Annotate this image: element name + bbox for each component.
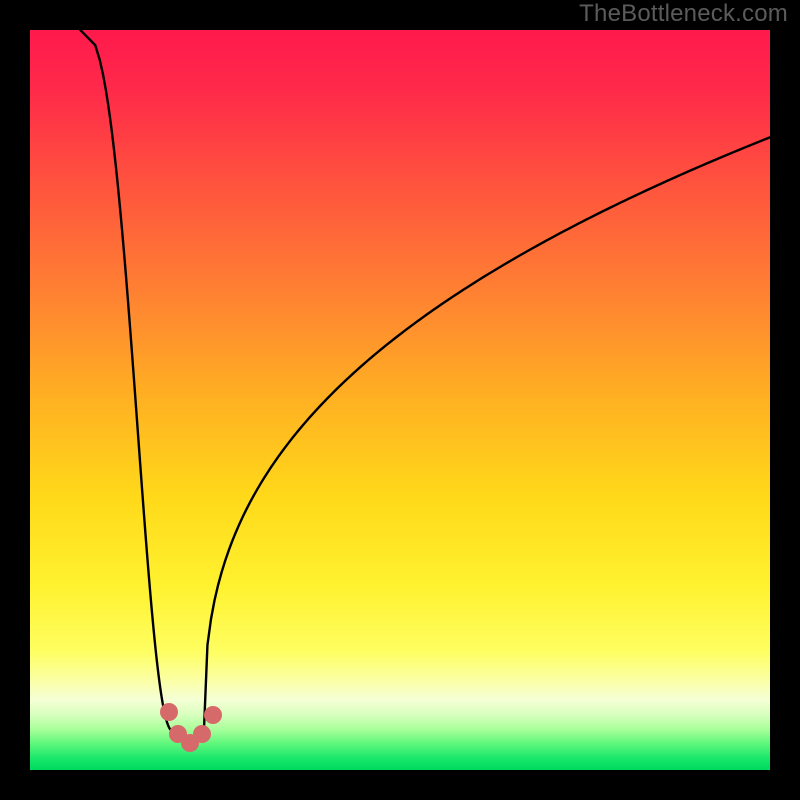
plot-area: [30, 30, 770, 770]
notch-marker: [160, 703, 178, 721]
curve-path: [80, 30, 770, 744]
watermark-text: TheBottleneck.com: [579, 0, 788, 28]
bottleneck-curve: [30, 30, 770, 770]
figure-root: TheBottleneck.com: [0, 0, 800, 800]
notch-marker: [204, 706, 222, 724]
notch-marker: [193, 725, 211, 743]
